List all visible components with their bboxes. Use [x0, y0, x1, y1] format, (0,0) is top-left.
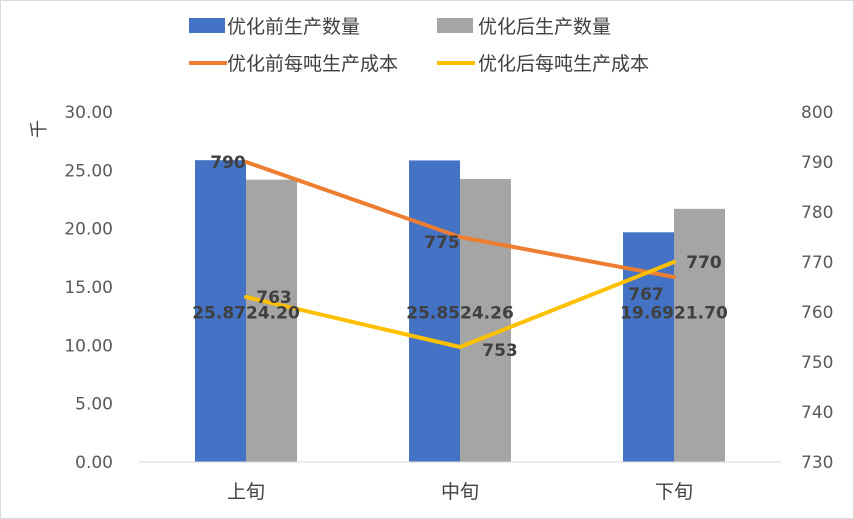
- x-categories: 上旬 中旬 下旬: [227, 481, 693, 503]
- legend-label: 优化后每吨生产成本: [478, 53, 649, 75]
- right-tick-label: 780: [801, 203, 833, 223]
- right-tick-label: 750: [801, 353, 833, 373]
- series-line: [244, 260, 676, 349]
- left-tick-label: 20.00: [64, 220, 113, 240]
- line-data-label: 775: [424, 233, 460, 253]
- bar: [460, 178, 511, 462]
- series-line: [244, 160, 676, 279]
- legend-label: 优化前每吨生产成本: [227, 53, 398, 75]
- line-data-label: 767: [628, 285, 664, 305]
- left-axis: 0.00 5.00 10.00 15.00 20.00 25.00 30.00: [64, 103, 113, 473]
- line-data-label: 770: [686, 253, 722, 273]
- bar: [409, 160, 460, 462]
- bar-data-label: 19.69: [620, 304, 674, 324]
- bar-data-label: 21.70: [674, 304, 728, 324]
- bar: [674, 208, 725, 462]
- line-data-label: 763: [256, 288, 292, 308]
- y-axis-unit-label: 千: [29, 120, 50, 138]
- lines: [244, 160, 676, 349]
- right-tick-label: 760: [801, 303, 833, 323]
- bar: [246, 179, 297, 462]
- right-tick-label: 740: [801, 403, 833, 423]
- bar: [195, 160, 246, 462]
- left-tick-label: 0.00: [75, 453, 113, 473]
- bar-data-label: 25.87: [192, 304, 246, 324]
- line-data-label: 753: [482, 341, 518, 361]
- bar-data-label: 24.20: [246, 304, 300, 324]
- left-tick-label: 25.00: [64, 161, 113, 181]
- legend-label: 优化前生产数量: [227, 16, 360, 38]
- bar-data-label: 24.26: [460, 304, 514, 324]
- x-category-label: 上旬: [227, 481, 265, 503]
- left-tick-label: 30.00: [64, 103, 113, 123]
- left-tick-label: 10.00: [64, 336, 113, 356]
- data-labels: 25.87 24.20 25.85 24.26 19.69 21.70 790 775 767 7…: [192, 153, 728, 361]
- bars: [195, 160, 725, 462]
- legend-label: 优化后生产数量: [478, 16, 611, 38]
- legend-swatch: [189, 18, 225, 33]
- right-tick-label: 730: [801, 453, 833, 473]
- left-tick-label: 15.00: [64, 278, 113, 298]
- line-data-label: 790: [210, 153, 246, 173]
- right-axis: 730 740 750 760 770 780 790 800: [801, 103, 833, 473]
- legend-swatch: [437, 18, 473, 33]
- x-category-label: 下旬: [655, 481, 693, 503]
- right-tick-label: 800: [801, 103, 833, 123]
- x-category-label: 中旬: [441, 481, 479, 503]
- bar-data-label: 25.85: [406, 304, 460, 324]
- right-tick-label: 770: [801, 253, 833, 273]
- right-tick-label: 790: [801, 153, 833, 173]
- left-tick-label: 5.00: [75, 395, 113, 415]
